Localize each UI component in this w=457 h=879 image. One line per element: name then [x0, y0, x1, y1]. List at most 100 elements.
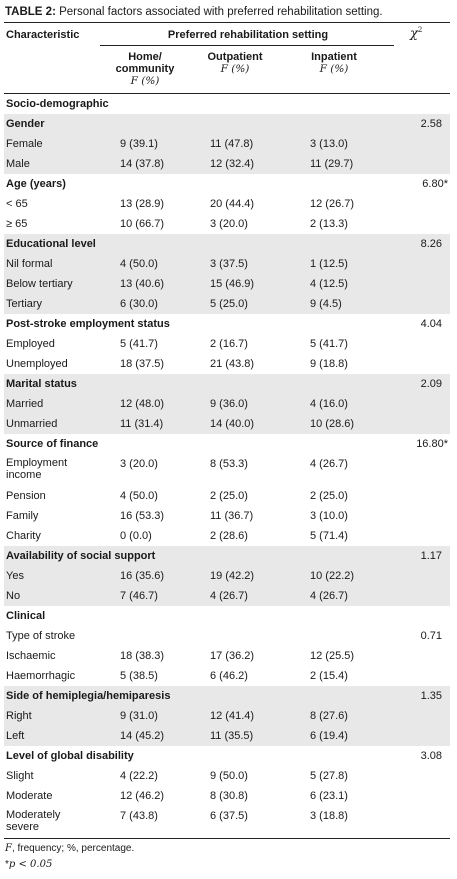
cell-outpatient: 19 (42.2)	[210, 570, 255, 582]
cell-chi-square: 1.35	[420, 690, 442, 702]
cell-home: 12 (46.2)	[120, 790, 165, 802]
cell-inpatient: 1 (12.5)	[310, 258, 348, 270]
data-table: Characteristic Preferred rehabilitation …	[4, 22, 450, 839]
chi-superscript: 2	[417, 26, 423, 34]
cell-chi-square: 0.71	[420, 630, 442, 642]
cell-home: 4 (50.0)	[120, 258, 158, 270]
table-row: Below tertiary 13 (40.6) 15 (46.9) 4 (12.5)	[4, 274, 450, 294]
table-row: Employment income 3 (20.0) 8 (53.3) 4 (26.7…	[4, 454, 450, 486]
table-section-row: Educational level 8.26	[4, 234, 450, 254]
footnote-f-symbol: F	[5, 843, 12, 854]
row-label: Right	[6, 710, 32, 722]
row-label: Left	[6, 730, 25, 742]
table-row: ≥ 65 10 (66.7) 3 (20.0) 2 (13.3)	[4, 214, 450, 234]
table-row: No 7 (46.7) 4 (26.7) 4 (26.7)	[4, 586, 450, 606]
cell-chi-square: 2.09	[420, 378, 442, 390]
table-section-row: Socio-demographic	[4, 94, 450, 114]
cell-outpatient: 20 (44.4)	[210, 198, 255, 210]
row-label: Clinical	[6, 610, 46, 622]
cell-outpatient: 2 (16.7)	[210, 338, 248, 350]
table-row: Married 12 (48.0) 9 (36.0) 4 (16.0)	[4, 394, 450, 414]
cell-home: 9 (31.0)	[120, 710, 158, 722]
cell-inpatient: 2 (15.4)	[310, 670, 348, 682]
cell-home: 6 (30.0)	[120, 298, 158, 310]
cell-home: 10 (66.7)	[120, 218, 165, 230]
cell-inpatient: 6 (23.1)	[310, 790, 348, 802]
row-label: Level of global disability	[6, 750, 134, 762]
cell-home: 4 (50.0)	[120, 490, 158, 502]
row-label: Nil formal	[6, 258, 53, 270]
row-label: ≥ 65	[6, 218, 28, 230]
cell-inpatient: 3 (10.0)	[310, 510, 348, 522]
cell-outpatient: 12 (41.4)	[210, 710, 255, 722]
table-row: Left 14 (45.2) 11 (35.5) 6 (19.4)	[4, 726, 450, 746]
cell-home: 14 (45.2)	[120, 730, 165, 742]
chi-symbol: χ	[410, 26, 418, 42]
table-row: Moderately severe 7 (43.8) 6 (37.5) 3 (18.8…	[4, 806, 450, 838]
footnote-sig-mark: *	[5, 859, 9, 870]
table-bottom-rule	[4, 838, 450, 839]
row-label: Charity	[6, 530, 41, 542]
cell-inpatient: 4 (12.5)	[310, 278, 348, 290]
cell-outpatient: 8 (53.3)	[210, 458, 248, 470]
cell-home: 11 (31.4)	[120, 418, 164, 430]
table-body: Socio-demographic Gender 2.58 Female 9 (39.1…	[4, 94, 450, 838]
row-label: Unemployed	[6, 358, 68, 370]
cell-outpatient: 11 (35.5)	[210, 730, 254, 742]
header-col-home-line3: F (%)	[130, 75, 160, 87]
row-label: Type of stroke	[6, 630, 76, 642]
row-label: Post-stroke employment status	[6, 318, 170, 330]
cell-inpatient: 9 (4.5)	[310, 298, 342, 310]
header-col-inpatient-line1: Inpatient	[311, 51, 357, 63]
row-label: Gender	[6, 118, 45, 130]
header-col-outpatient: Outpatient F (%)	[190, 51, 280, 75]
cell-outpatient: 11 (36.7)	[210, 510, 254, 522]
row-label: Side of hemiplegia/hemiparesis	[6, 690, 171, 702]
cell-home: 5 (38.5)	[120, 670, 158, 682]
cell-inpatient: 5 (71.4)	[310, 530, 348, 542]
cell-outpatient: 11 (47.8)	[210, 138, 254, 150]
cell-inpatient: 4 (26.7)	[310, 458, 348, 470]
cell-home: 3 (20.0)	[120, 458, 158, 470]
table-row: Family 16 (53.3) 11 (36.7) 3 (10.0)	[4, 506, 450, 526]
cell-home: 9 (39.1)	[120, 138, 158, 150]
row-label: Married	[6, 398, 44, 410]
table-section-row: Level of global disability 3.08	[4, 746, 450, 766]
cell-home: 18 (38.3)	[120, 650, 165, 662]
row-label: Yes	[6, 570, 24, 582]
cell-inpatient: 2 (13.3)	[310, 218, 348, 230]
header-col-home-line2: community	[115, 63, 175, 75]
cell-inpatient: 9 (18.8)	[310, 358, 348, 370]
row-label: Unmarried	[6, 418, 58, 430]
cell-outpatient: 9 (36.0)	[210, 398, 248, 410]
table-row: < 65 13 (28.9) 20 (44.4) 12 (26.7)	[4, 194, 450, 214]
row-label: Male	[6, 158, 30, 170]
cell-outpatient: 6 (37.5)	[210, 810, 248, 822]
header-col-inpatient-line2: F (%)	[319, 63, 349, 75]
table-row: Nil formal 4 (50.0) 3 (37.5) 1 (12.5)	[4, 254, 450, 274]
row-label: Moderately severe	[6, 809, 61, 833]
header-group-label: Preferred rehabilitation setting	[167, 29, 329, 41]
cell-inpatient: 6 (19.4)	[310, 730, 348, 742]
table-row: Unemployed 18 (37.5) 21 (43.8) 9 (18.8)	[4, 354, 450, 374]
footnote-significance: *p < 0.05	[5, 858, 52, 872]
header-col-outpatient-line2: F (%)	[220, 63, 250, 75]
table-section-row: Marital status 2.09	[4, 374, 450, 394]
cell-outpatient: 2 (25.0)	[210, 490, 248, 502]
footnote-sig-text: p < 0.05	[8, 859, 53, 870]
cell-home: 0 (0.0)	[120, 530, 152, 542]
row-label: Marital status	[6, 378, 77, 390]
cell-chi-square: 16.80*	[416, 438, 448, 450]
table-row: Unmarried 11 (31.4) 14 (40.0) 10 (28.6)	[4, 414, 450, 434]
footnote-abbreviations: F, frequency; %, percentage.	[5, 842, 134, 856]
table-section-row: Availability of social support 1.17	[4, 546, 450, 566]
cell-outpatient: 14 (40.0)	[210, 418, 255, 430]
table-section-row: Post-stroke employment status 4.04	[4, 314, 450, 334]
cell-inpatient: 2 (25.0)	[310, 490, 348, 502]
cell-home: 12 (48.0)	[120, 398, 165, 410]
table-top-rule	[4, 22, 450, 23]
cell-chi-square: 4.04	[420, 318, 442, 330]
table-section-row: Gender 2.58	[4, 114, 450, 134]
cell-home: 7 (43.8)	[120, 810, 158, 822]
row-label: Educational level	[6, 238, 96, 250]
